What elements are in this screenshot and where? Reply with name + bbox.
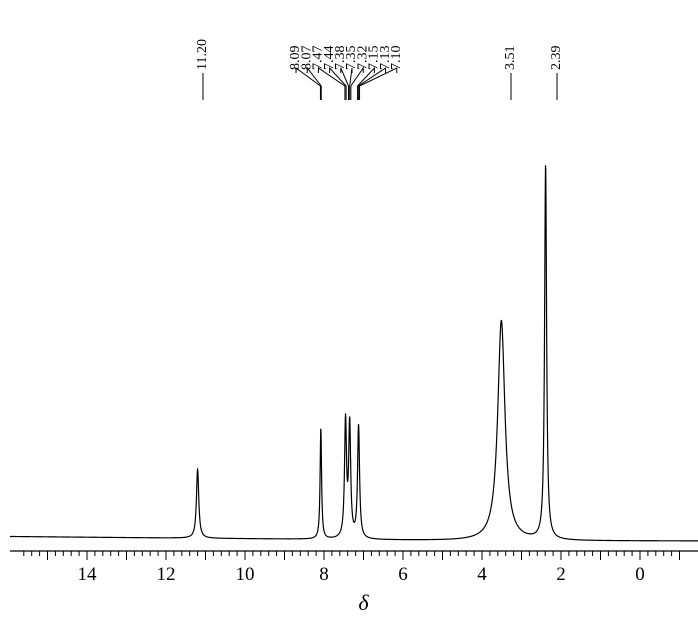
peak-label-connector bbox=[357, 67, 387, 100]
x-tick-label: 4 bbox=[477, 564, 487, 585]
peak-label-connector bbox=[340, 67, 349, 100]
peak-label-text: 7.10 bbox=[389, 46, 404, 71]
peak-label: 8.09 bbox=[288, 46, 321, 100]
x-axis: 14 12 10 8 6 4 2 0 bbox=[10, 550, 698, 585]
peak-label-text: 7.35 bbox=[344, 46, 359, 71]
peak-label: 11.20 bbox=[195, 39, 210, 100]
x-tick-label: 0 bbox=[635, 564, 645, 585]
peak-label-connector bbox=[317, 67, 346, 100]
peak-label: 7.10 bbox=[359, 46, 404, 100]
x-tick-label: 14 bbox=[78, 564, 98, 585]
peak-label: 3.51 bbox=[503, 46, 518, 100]
peak-label-text: 3.51 bbox=[503, 46, 518, 71]
peak-label-connector bbox=[349, 67, 353, 100]
x-tick-label: 2 bbox=[556, 564, 566, 585]
peak-label-connector bbox=[329, 66, 347, 100]
peak-label-connector bbox=[306, 66, 322, 100]
x-tick-label: 10 bbox=[236, 564, 255, 585]
peak-label: 7.47 bbox=[311, 46, 346, 100]
peak-label: 7.44 bbox=[322, 46, 347, 100]
spectrum-line bbox=[10, 165, 698, 542]
minor-ticks bbox=[23, 551, 680, 560]
spectrum-layer bbox=[10, 165, 698, 542]
peak-label-connector bbox=[295, 67, 321, 100]
peak-label-connector bbox=[357, 66, 375, 100]
peak-label: 2.39 bbox=[549, 46, 564, 100]
peak-label-text: 7.15 bbox=[367, 46, 382, 71]
x-tick-label: 12 bbox=[157, 564, 176, 585]
peak-label-text: 7.13 bbox=[378, 46, 393, 71]
x-axis-title: δ bbox=[358, 590, 369, 615]
peak-label-text: 8.09 bbox=[288, 46, 303, 71]
peak-label: 7.35 bbox=[344, 46, 359, 100]
x-tick-label: 8 bbox=[319, 564, 329, 585]
peak-label: 7.32 bbox=[350, 46, 370, 100]
peak-label: 7.38 bbox=[333, 46, 349, 100]
peak-label-text: 8.07 bbox=[299, 46, 314, 71]
peak-label: 8.07 bbox=[299, 46, 322, 100]
peak-label: 7.13 bbox=[357, 46, 393, 100]
peak-label-connector bbox=[350, 66, 364, 100]
peak-label-text: 7.44 bbox=[322, 46, 337, 71]
x-tick-label: 6 bbox=[398, 564, 408, 585]
peak-label-text: 7.38 bbox=[333, 46, 348, 71]
peak-label-connector bbox=[359, 67, 398, 100]
peak-label-text: 2.39 bbox=[549, 46, 564, 71]
peak-label-text: 7.47 bbox=[311, 46, 326, 71]
peak-label-text: 7.32 bbox=[355, 46, 370, 71]
peak-labels-layer: 11.20 8.098.077.477.447.387.357.327.157.1… bbox=[195, 39, 564, 100]
peak-label-text: 11.20 bbox=[195, 39, 210, 70]
peak-label: 7.15 bbox=[357, 46, 382, 100]
